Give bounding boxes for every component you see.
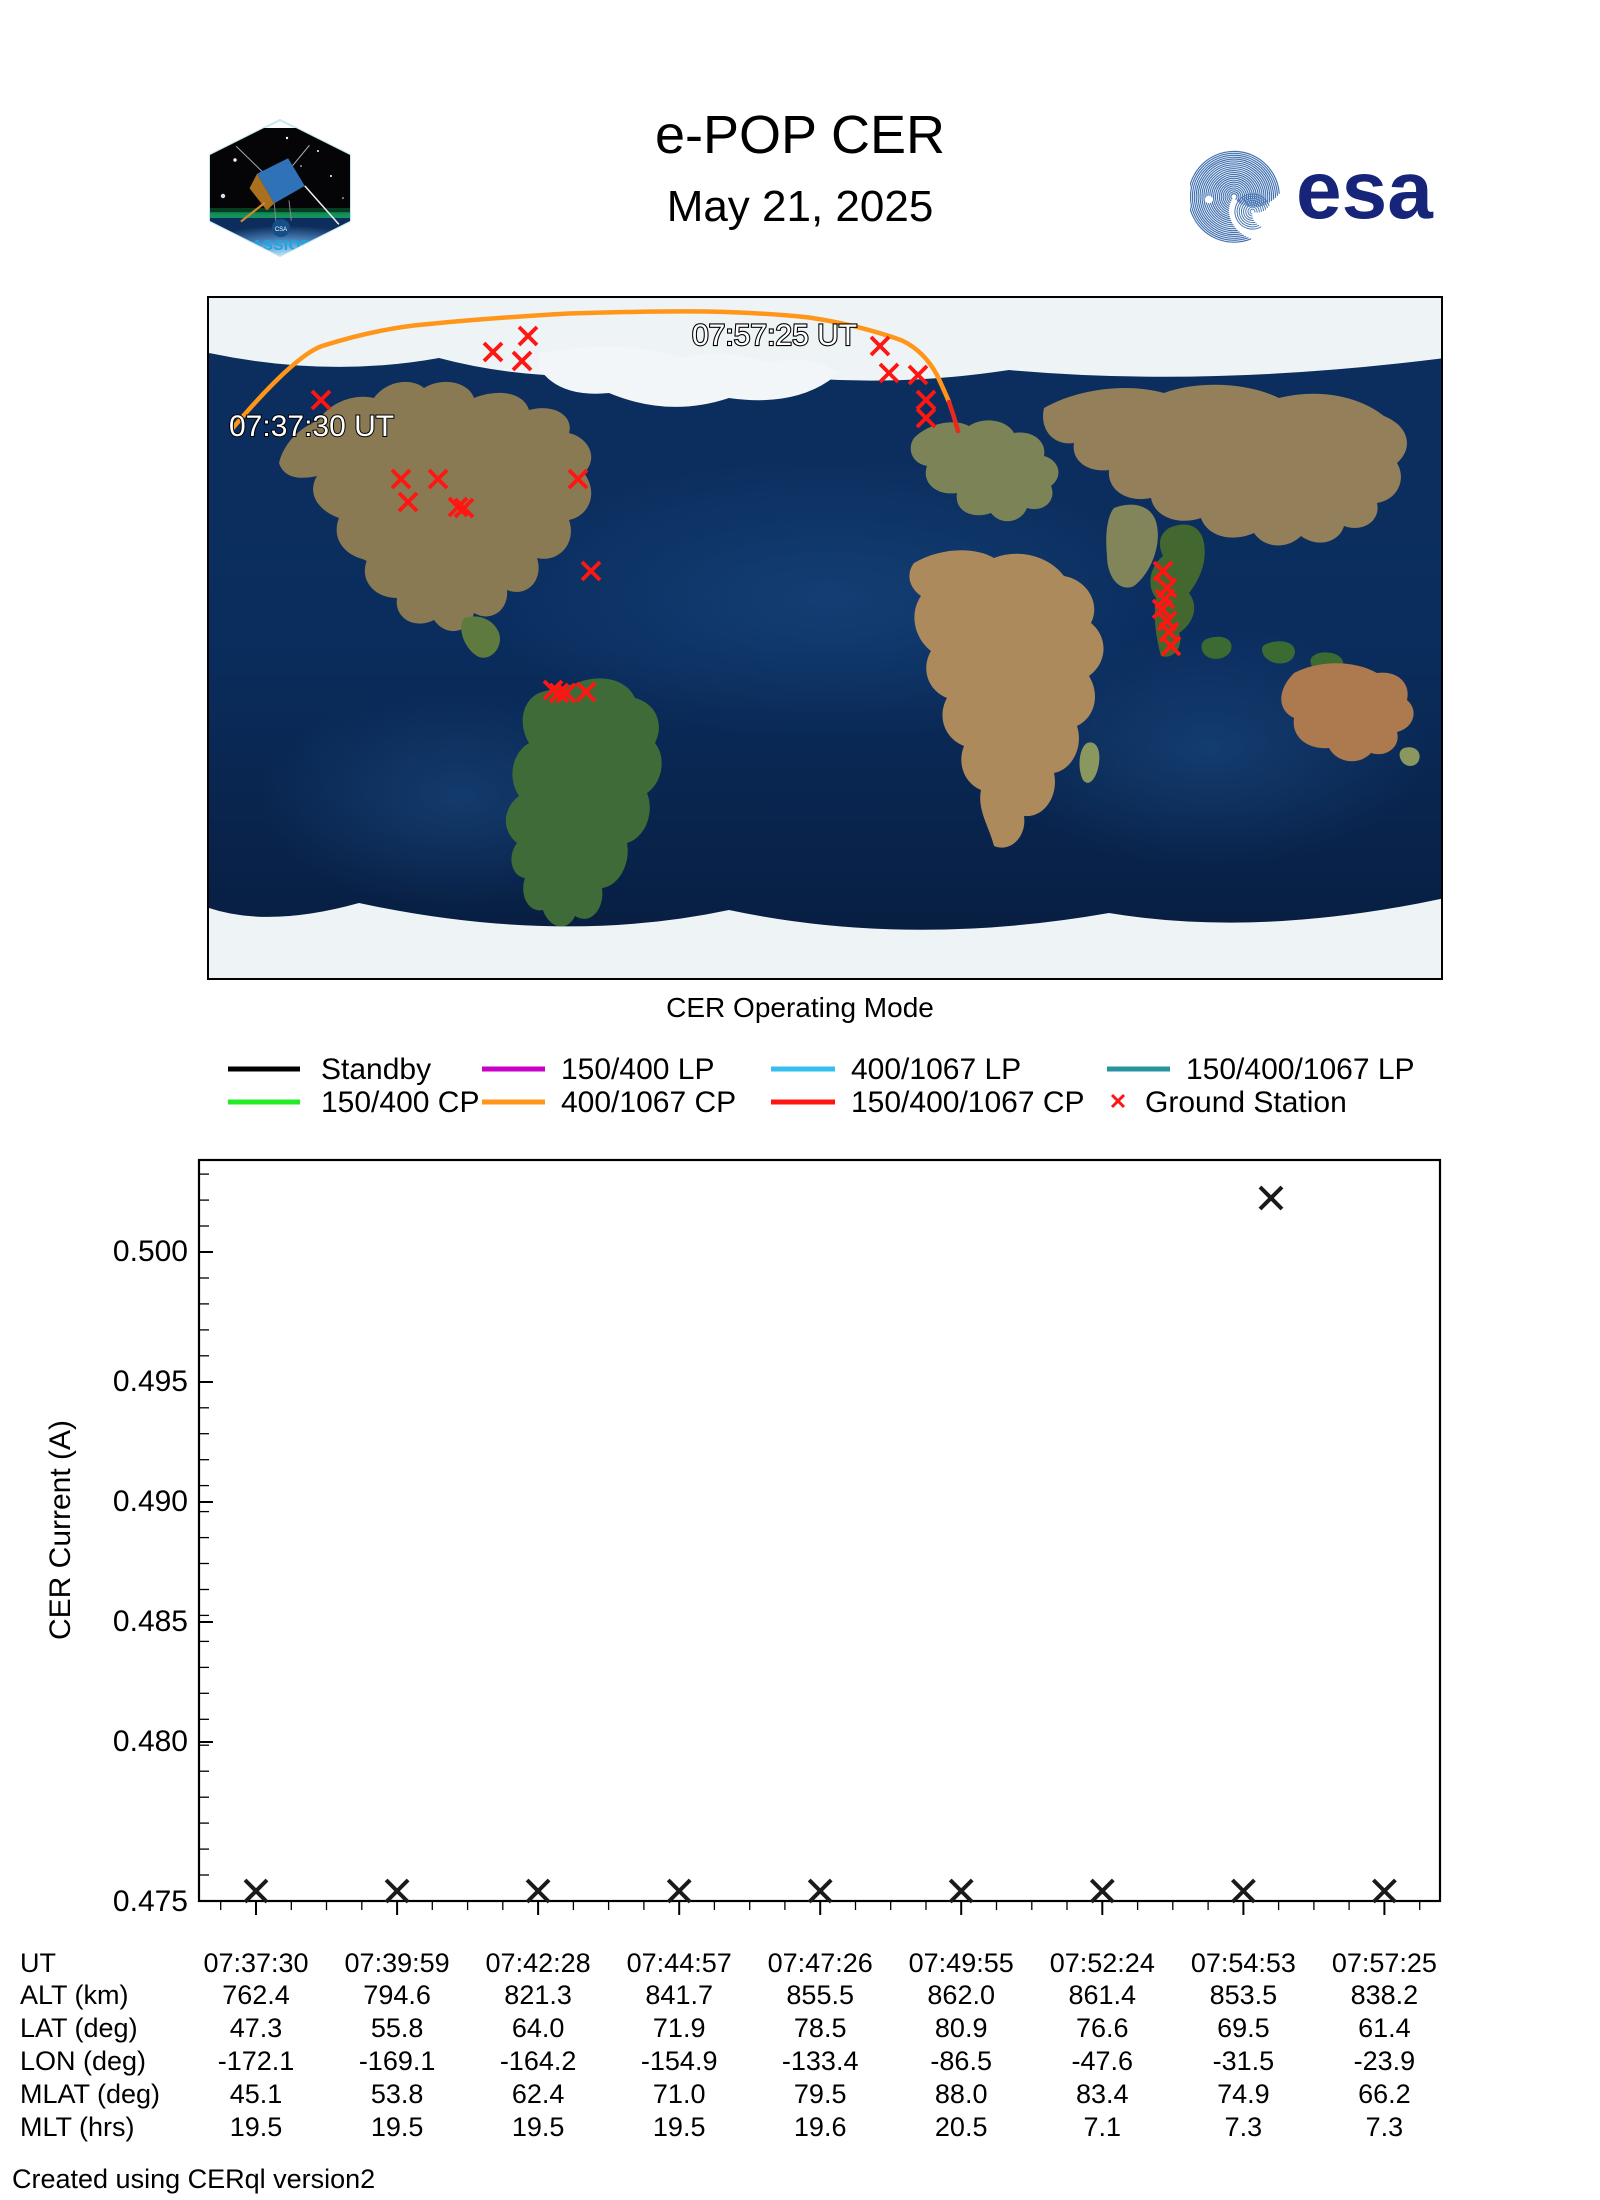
svg-text:61.4: 61.4 <box>1358 2013 1411 2043</box>
svg-text:79.5: 79.5 <box>794 2079 847 2109</box>
svg-text:71.9: 71.9 <box>653 2013 706 2043</box>
svg-text:838.2: 838.2 <box>1351 1980 1419 2010</box>
svg-text:794.6: 794.6 <box>363 1980 431 2010</box>
svg-text:762.4: 762.4 <box>222 1980 290 2010</box>
svg-text:862.0: 862.0 <box>927 1980 995 2010</box>
svg-text:-86.5: -86.5 <box>930 2046 992 2076</box>
svg-text:-154.9: -154.9 <box>641 2046 718 2076</box>
svg-text:78.5: 78.5 <box>794 2013 847 2043</box>
svg-text:07:54:53: 07:54:53 <box>1191 1948 1296 1978</box>
svg-text:07:37:30: 07:37:30 <box>203 1948 308 1978</box>
svg-text:0.475: 0.475 <box>113 1885 188 1918</box>
svg-text:855.5: 855.5 <box>786 1980 854 2010</box>
svg-text:07:52:24: 07:52:24 <box>1050 1948 1155 1978</box>
svg-text:ALT (km): ALT (km) <box>20 1980 129 2010</box>
svg-text:83.4: 83.4 <box>1076 2079 1129 2109</box>
svg-text:0.490: 0.490 <box>113 1485 188 1518</box>
svg-text:7.3: 7.3 <box>1225 2112 1263 2142</box>
svg-text:0.500: 0.500 <box>113 1235 188 1268</box>
svg-text:19.5: 19.5 <box>512 2112 565 2142</box>
svg-text:MLT (hrs): MLT (hrs) <box>20 2112 135 2142</box>
svg-text:07:57:25: 07:57:25 <box>1332 1948 1437 1978</box>
svg-text:07:44:57: 07:44:57 <box>627 1948 732 1978</box>
svg-text:66.2: 66.2 <box>1358 2079 1411 2109</box>
svg-text:71.0: 71.0 <box>653 2079 706 2109</box>
svg-text:853.5: 853.5 <box>1210 1980 1278 2010</box>
svg-text:0.480: 0.480 <box>113 1725 188 1758</box>
svg-text:69.5: 69.5 <box>1217 2013 1270 2043</box>
svg-text:19.5: 19.5 <box>371 2112 424 2142</box>
svg-text:45.1: 45.1 <box>230 2079 283 2109</box>
svg-text:07:49:55: 07:49:55 <box>909 1948 1014 1978</box>
svg-text:80.9: 80.9 <box>935 2013 988 2043</box>
svg-text:7.1: 7.1 <box>1084 2112 1122 2142</box>
svg-text:0.485: 0.485 <box>113 1605 188 1638</box>
svg-text:UT: UT <box>20 1948 56 1978</box>
svg-text:88.0: 88.0 <box>935 2079 988 2109</box>
svg-text:-47.6: -47.6 <box>1072 2046 1134 2076</box>
svg-text:53.8: 53.8 <box>371 2079 424 2109</box>
svg-text:-133.4: -133.4 <box>782 2046 859 2076</box>
svg-text:-31.5: -31.5 <box>1213 2046 1275 2076</box>
svg-text:-169.1: -169.1 <box>359 2046 436 2076</box>
svg-text:76.6: 76.6 <box>1076 2013 1129 2043</box>
svg-text:841.7: 841.7 <box>645 1980 713 2010</box>
svg-text:LAT (deg): LAT (deg) <box>20 2013 138 2043</box>
svg-text:-23.9: -23.9 <box>1354 2046 1416 2076</box>
svg-text:7.3: 7.3 <box>1366 2112 1404 2142</box>
svg-text:CER Current (A): CER Current (A) <box>44 1420 77 1640</box>
svg-text:55.8: 55.8 <box>371 2013 424 2043</box>
svg-text:07:47:26: 07:47:26 <box>768 1948 873 1978</box>
svg-text:20.5: 20.5 <box>935 2112 988 2142</box>
svg-text:Created using CERql version2: Created using CERql version2 <box>12 2164 375 2194</box>
svg-text:07:42:28: 07:42:28 <box>486 1948 591 1978</box>
svg-text:0.495: 0.495 <box>113 1365 188 1398</box>
svg-text:64.0: 64.0 <box>512 2013 565 2043</box>
svg-text:-172.1: -172.1 <box>218 2046 295 2076</box>
svg-text:19.5: 19.5 <box>653 2112 706 2142</box>
svg-text:-164.2: -164.2 <box>500 2046 577 2076</box>
svg-text:19.5: 19.5 <box>230 2112 283 2142</box>
svg-text:861.4: 861.4 <box>1069 1980 1137 2010</box>
svg-text:47.3: 47.3 <box>230 2013 283 2043</box>
svg-text:07:39:59: 07:39:59 <box>345 1948 450 1978</box>
svg-text:19.6: 19.6 <box>794 2112 847 2142</box>
svg-text:LON (deg): LON (deg) <box>20 2046 146 2076</box>
svg-text:MLAT (deg): MLAT (deg) <box>20 2079 160 2109</box>
svg-text:62.4: 62.4 <box>512 2079 565 2109</box>
svg-text:821.3: 821.3 <box>504 1980 572 2010</box>
svg-text:74.9: 74.9 <box>1217 2079 1270 2109</box>
